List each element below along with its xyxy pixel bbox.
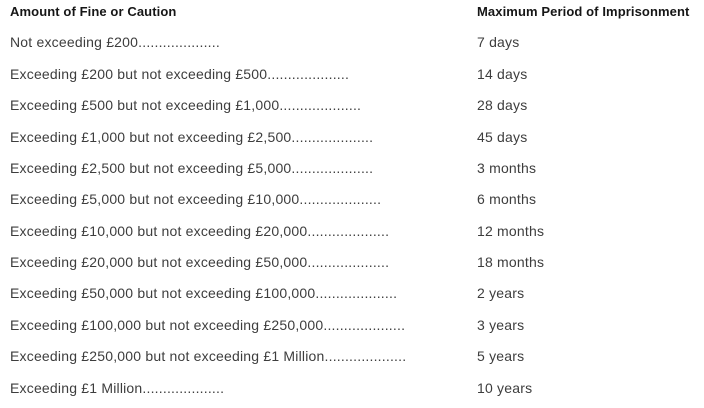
fine-amount-cell: Exceeding £1,000 but not exceeding £2,50… — [10, 128, 374, 145]
imprisonment-period-cell: 18 months — [477, 254, 545, 270]
imprisonment-period-cell: 10 years — [477, 379, 533, 396]
imprisonment-period-cell: 7 days — [477, 34, 520, 51]
column-header-max-imprisonment: Maximum Period of Imprisonment — [477, 4, 690, 19]
table-row: Exceeding £50,000 but not exceeding £100… — [0, 282, 704, 313]
imprisonment-period-cell: 3 years — [477, 316, 525, 333]
table-row: Exceeding £250,000 but not exceeding £1 … — [0, 345, 704, 376]
fine-amount-cell: Exceeding £50,000 but not exceeding £100… — [10, 285, 398, 302]
fine-amount-cell: Exceeding £1 Million.................... — [10, 379, 225, 396]
imprisonment-period-cell: 6 months — [477, 191, 537, 208]
table-row: Exceeding £5,000 but not exceeding £10,0… — [0, 188, 704, 219]
imprisonment-period-cell: 2 years — [477, 285, 525, 302]
table-row: Exceeding £2,500 but not exceeding £5,00… — [0, 157, 704, 188]
table-row: Exceeding £1,000 but not exceeding £2,50… — [0, 126, 704, 157]
table-row: Exceeding £500 but not exceeding £1,000.… — [0, 94, 704, 125]
fine-amount-cell: Exceeding £10,000 but not exceeding £20,… — [10, 222, 390, 239]
imprisonment-period-cell: 14 days — [477, 65, 528, 82]
imprisonment-period-cell: 28 days — [477, 97, 528, 114]
fine-amount-cell: Exceeding £200 but not exceeding £500...… — [10, 65, 350, 82]
fine-amount-cell: Exceeding £100,000 but not exceeding £25… — [10, 316, 406, 333]
table-row: Exceeding £20,000 but not exceeding £50,… — [0, 251, 704, 282]
table-header-row: Amount of Fine or Caution Maximum Period… — [0, 0, 704, 31]
table-row: Not exceeding £200.................... 7… — [0, 31, 704, 62]
fine-amount-cell: Not exceeding £200.................... — [10, 34, 220, 51]
fine-amount-cell: Exceeding £20,000 but not exceeding £50,… — [10, 254, 390, 270]
table-row: Exceeding £1 Million....................… — [0, 377, 704, 408]
fine-amount-cell: Exceeding £250,000 but not exceeding £1 … — [10, 348, 407, 365]
table-row: Exceeding £100,000 but not exceeding £25… — [0, 314, 704, 345]
fine-amount-cell: Exceeding £5,000 but not exceeding £10,0… — [10, 191, 382, 208]
table-row: Exceeding £200 but not exceeding £500...… — [0, 63, 704, 94]
imprisonment-period-cell: 45 days — [477, 128, 528, 145]
imprisonment-period-cell: 3 months — [477, 159, 537, 176]
column-header-amount-of-fine: Amount of Fine or Caution — [10, 4, 177, 19]
table-row: Exceeding £10,000 but not exceeding £20,… — [0, 220, 704, 251]
imprisonment-period-cell: 12 months — [477, 222, 545, 239]
fine-amount-cell: Exceeding £2,500 but not exceeding £5,00… — [10, 159, 374, 176]
fine-amount-cell: Exceeding £500 but not exceeding £1,000.… — [10, 97, 362, 114]
imprisonment-period-cell: 5 years — [477, 348, 525, 365]
